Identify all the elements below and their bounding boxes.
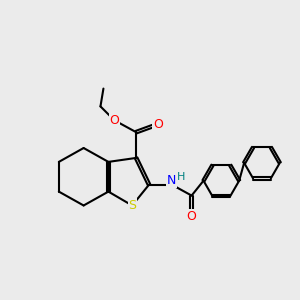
Text: S: S — [128, 199, 136, 212]
Text: O: O — [153, 118, 163, 131]
Text: O: O — [187, 210, 196, 223]
Text: N: N — [167, 174, 176, 187]
Text: O: O — [110, 114, 119, 127]
Text: H: H — [177, 172, 185, 182]
